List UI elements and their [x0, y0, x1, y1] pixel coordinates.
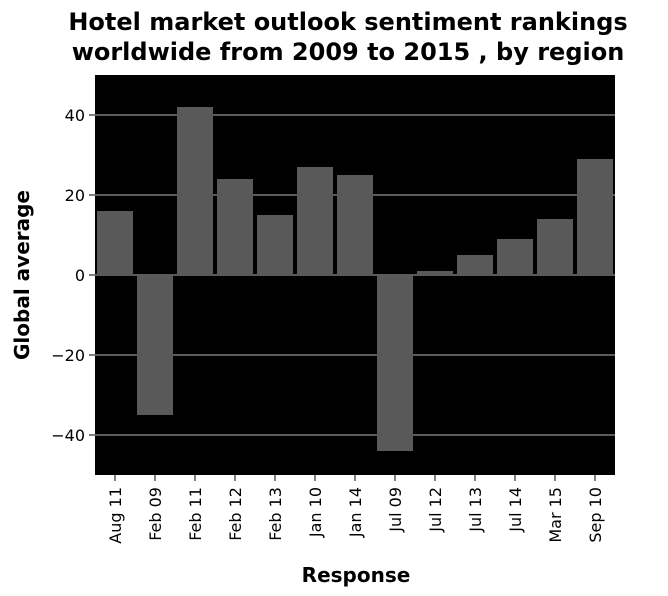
x-axis-ticks: Aug 11 Feb 09 Feb 11 Feb 12 Feb 13 Jan 10 Jan … [106, 475, 605, 544]
x-tick-label: Jan 10 [306, 487, 325, 538]
bar [257, 215, 293, 275]
chart-title-line-1: Hotel market outlook sentiment rankings [68, 8, 627, 36]
x-axis-label: Response [302, 563, 411, 587]
y-axis-ticks: −40 −20 0 20 40 [51, 106, 95, 445]
x-tick-label: Feb 13 [266, 487, 285, 541]
x-tick-label: Mar 15 [546, 487, 565, 543]
y-tick-label: −40 [51, 426, 85, 445]
y-axis-label: Global average [10, 190, 34, 360]
x-tick-label: Sep 10 [586, 487, 605, 543]
bar [577, 159, 613, 275]
x-tick-label: Jul 14 [506, 487, 525, 533]
x-tick-label: Jul 09 [386, 487, 405, 533]
x-tick-label: Feb 12 [226, 487, 245, 541]
bar [217, 179, 253, 275]
y-tick-label: 20 [65, 186, 85, 205]
bar [537, 219, 573, 275]
x-tick-label: Jul 12 [426, 487, 445, 533]
bar [297, 167, 333, 275]
bar [377, 275, 413, 451]
bars [97, 107, 613, 451]
y-tick-label: 0 [75, 266, 85, 285]
chart-title-line-2: worldwide from 2009 to 2015 , by region [72, 38, 625, 66]
x-tick-label: Feb 11 [186, 487, 205, 541]
x-tick-label: Jul 13 [466, 487, 485, 533]
y-tick-label: −20 [51, 346, 85, 365]
bar [497, 239, 533, 275]
bar [457, 255, 493, 275]
bar [417, 271, 453, 275]
bar [137, 275, 173, 415]
y-tick-label: 40 [65, 106, 85, 125]
x-tick-label: Feb 09 [146, 487, 165, 541]
bar [177, 107, 213, 275]
bar [97, 211, 133, 275]
x-tick-label: Aug 11 [106, 487, 125, 544]
x-tick-label: Jan 14 [346, 487, 365, 538]
bar [337, 175, 373, 275]
